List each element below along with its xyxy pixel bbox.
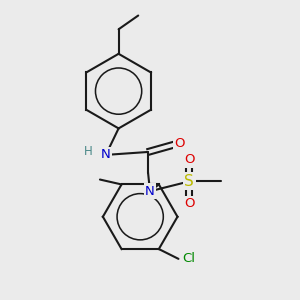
Text: Cl: Cl — [182, 252, 195, 266]
Text: S: S — [184, 174, 194, 189]
Text: O: O — [184, 153, 194, 166]
Text: H: H — [84, 146, 92, 158]
Text: O: O — [174, 136, 185, 150]
Text: N: N — [145, 185, 155, 198]
Text: O: O — [184, 197, 194, 211]
Text: N: N — [101, 148, 111, 161]
